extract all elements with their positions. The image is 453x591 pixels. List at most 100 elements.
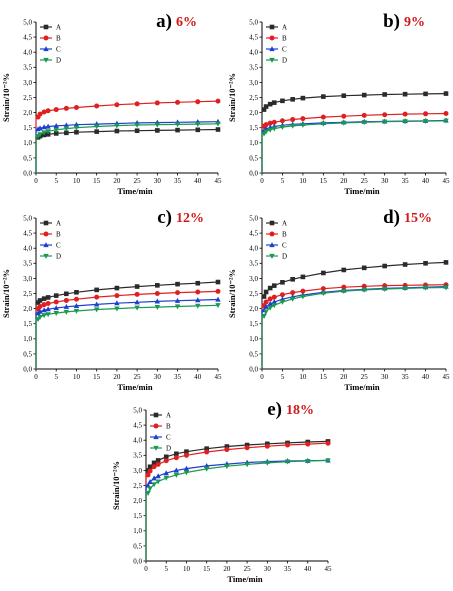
data-point-B (53, 107, 59, 113)
y-tick-label: 1,0 (249, 139, 258, 147)
x-tick-label: 40 (194, 373, 202, 381)
data-point-B (290, 117, 296, 123)
legend-label: C (56, 45, 61, 53)
chart-panel-1: 0,0 0,5 1,0 1,5 2,0 2,5 3,0 3,5 4,0 4,5 5,0 0 5 10 15 2… (1, 11, 222, 196)
x-axis-label: Time/min (344, 382, 380, 392)
data-point-B (443, 111, 449, 117)
data-point-A (114, 285, 120, 291)
legend-marker (269, 24, 275, 30)
data-point-A (361, 92, 367, 98)
data-point-A (195, 280, 201, 286)
data-point-B (300, 288, 306, 294)
legend-label: B (282, 34, 287, 42)
data-point-A (37, 298, 43, 303)
data-point-B (263, 122, 269, 128)
y-tick-label: 2,5 (133, 482, 142, 490)
data-point-C (53, 305, 59, 311)
y-tick-label: 3,5 (249, 260, 258, 268)
y-tick-label: 0,5 (23, 350, 32, 358)
data-point-A (204, 446, 209, 451)
data-point-B (154, 100, 160, 106)
data-point-B (271, 294, 277, 300)
legend-marker (43, 46, 49, 52)
y-tick-label: 1,5 (23, 320, 32, 328)
legend-label: C (282, 241, 287, 249)
panel-label: b) (383, 11, 400, 32)
data-point-D (134, 305, 140, 311)
data-point-A (423, 261, 428, 266)
data-point-B (244, 445, 250, 451)
data-point-D (325, 458, 331, 464)
data-point-A (174, 451, 179, 457)
x-axis-label: Time/min (117, 186, 153, 196)
data-point-A (175, 281, 180, 287)
data-point-B (175, 99, 181, 105)
data-point-D (215, 121, 221, 127)
data-point-B (215, 98, 221, 104)
data-point-D (320, 291, 327, 297)
data-point-B (195, 289, 201, 295)
y-tick-label: 2,5 (249, 290, 258, 298)
data-point-D (73, 125, 80, 131)
y-tick-label: 2,0 (23, 305, 32, 313)
x-tick-label: 40 (422, 177, 430, 185)
data-point-D (361, 287, 367, 293)
data-point-D (37, 314, 43, 320)
data-point-C (263, 303, 269, 309)
data-point-A (267, 285, 273, 291)
data-point-A (321, 94, 326, 99)
y-tick-label: 3,5 (23, 260, 32, 268)
y-axis-label: Strain/10⁻²% (1, 73, 11, 122)
data-point-C (114, 300, 120, 306)
x-tick-label: 45 (443, 177, 451, 185)
data-point-C (203, 462, 210, 468)
data-point-A (147, 464, 153, 470)
data-point-B (361, 283, 367, 289)
x-tick-label: 40 (422, 373, 430, 381)
data-point-B (285, 442, 291, 448)
data-point-D (361, 120, 367, 126)
y-tick-label: 3,5 (23, 64, 32, 72)
x-tick-label: 35 (402, 177, 410, 185)
data-point-B (320, 114, 326, 120)
data-point-C (134, 299, 140, 305)
data-point-D (402, 286, 408, 292)
legend-label: D (56, 56, 61, 64)
y-tick-label: 4,5 (23, 34, 32, 42)
data-point-D (305, 458, 311, 464)
data-point-D (443, 118, 449, 124)
data-point-B (53, 299, 59, 305)
data-point-D (284, 459, 291, 465)
data-point-A (163, 454, 169, 460)
data-point-C (154, 298, 161, 304)
data-point-D (300, 294, 306, 300)
series-line-A (145, 440, 329, 561)
data-point-C (41, 124, 47, 130)
x-tick-label: 15 (203, 565, 211, 573)
data-point-D (154, 304, 161, 310)
series-line-B (35, 100, 219, 173)
data-point-D (151, 482, 157, 488)
data-point-B (154, 291, 160, 296)
data-point-D (163, 475, 169, 481)
data-point-B (73, 296, 79, 302)
data-point-D (263, 129, 269, 135)
data-point-C (45, 306, 51, 312)
x-tick-label: 35 (402, 373, 410, 381)
data-point-C (63, 303, 70, 309)
legend-label: D (282, 56, 287, 64)
y-tick-label: 2,5 (23, 290, 32, 298)
x-tick-label: 25 (361, 373, 369, 381)
data-point-B (114, 102, 120, 108)
data-point-D (381, 286, 388, 292)
y-tick-label: 3,5 (133, 452, 142, 460)
data-point-D (263, 309, 269, 315)
data-point-A (134, 284, 140, 289)
legend-marker (153, 445, 159, 451)
y-axis-label: Strain/10⁻²% (227, 269, 237, 318)
data-point-B (73, 104, 79, 110)
data-point-A (64, 291, 69, 297)
x-tick-label: 40 (304, 565, 312, 573)
data-point-A (134, 128, 140, 134)
x-tick-label: 0 (34, 177, 38, 185)
